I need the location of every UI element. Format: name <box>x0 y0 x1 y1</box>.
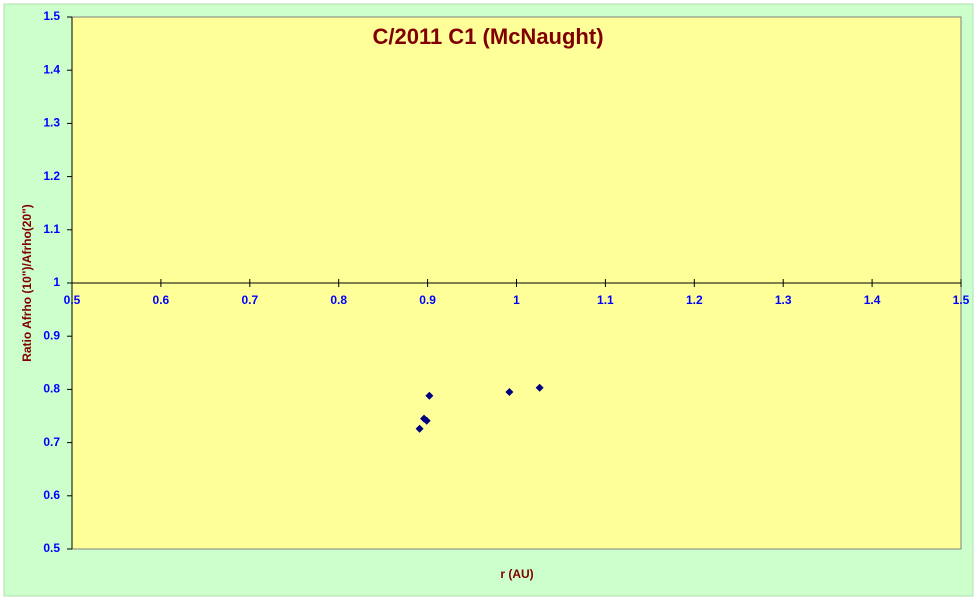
x-tick-label: 1.3 <box>775 293 792 307</box>
x-tick-label: 0.5 <box>64 293 81 307</box>
x-tick-label: 1.4 <box>864 293 881 307</box>
x-tick-label: 0.8 <box>330 293 347 307</box>
y-tick-label: 1.5 <box>43 9 60 23</box>
y-tick-label: 1.3 <box>43 116 60 130</box>
y-tick-label: 0.9 <box>43 328 60 342</box>
x-tick-label: 1.5 <box>953 293 970 307</box>
data-point <box>415 424 424 433</box>
x-tick-label: 0.6 <box>153 293 170 307</box>
chart-title: C/2011 C1 (McNaught) <box>372 24 603 49</box>
x-tick-label: 1 <box>513 293 520 307</box>
y-tick-label: 1.2 <box>43 169 60 183</box>
x-tick-label: 1.1 <box>597 293 614 307</box>
data-point <box>505 388 514 397</box>
y-tick-label: 0.6 <box>43 488 60 502</box>
x-axis-label: r (AU) <box>500 567 533 581</box>
x-tick-label: 0.9 <box>419 293 436 307</box>
data-point <box>535 383 544 392</box>
data-point <box>422 416 431 425</box>
y-axis-label: Ratio Afrho (10")/Afrho(20") <box>20 204 34 362</box>
y-tick-label: 1.4 <box>43 62 60 76</box>
y-tick-label: 0.8 <box>43 382 60 396</box>
y-tick-label: 0.7 <box>43 435 60 449</box>
y-tick-label: 1 <box>53 275 60 289</box>
y-tick-label: 0.5 <box>43 541 60 555</box>
y-tick-label: 1.1 <box>43 222 60 236</box>
x-tick-label: 0.7 <box>241 293 258 307</box>
x-tick-label: 1.2 <box>686 293 703 307</box>
data-point <box>425 391 434 400</box>
